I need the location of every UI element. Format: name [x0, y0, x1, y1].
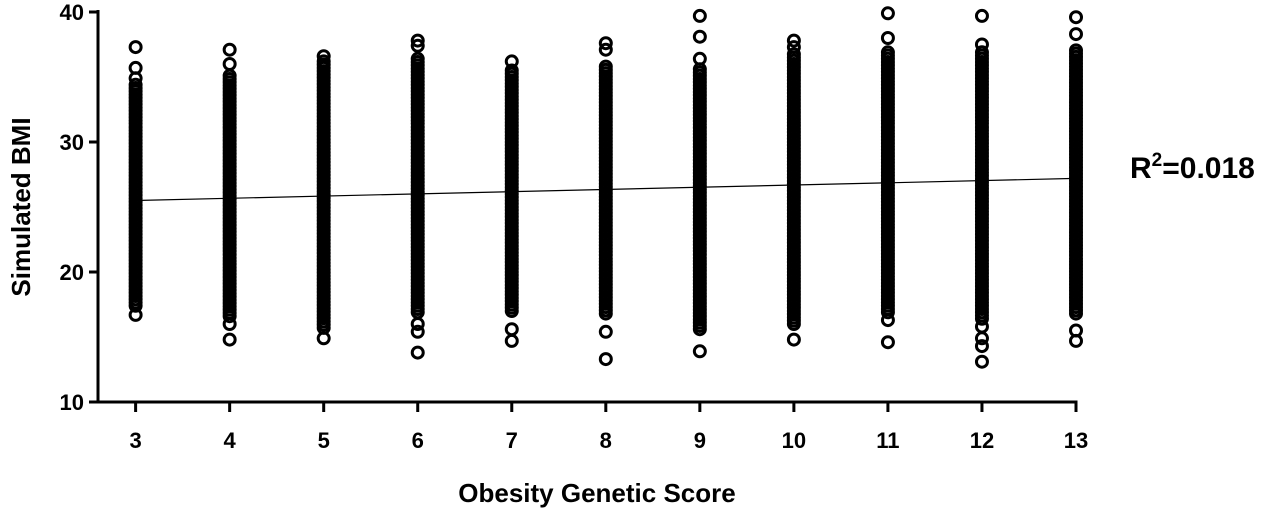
x-tick-label: 3 [129, 428, 141, 453]
data-point [598, 59, 613, 74]
data-point-outlier [598, 352, 613, 367]
data-point-outlier [786, 40, 801, 55]
x-tick-label: 13 [1064, 428, 1088, 453]
data-point-outlier [974, 354, 989, 369]
data-point-outlier [692, 344, 707, 359]
x-tick-label: 7 [506, 428, 518, 453]
data-point-outlier [692, 51, 707, 66]
y-tick-label: 30 [60, 130, 84, 155]
data-point-outlier [222, 317, 237, 331]
data-point-outlier [504, 322, 519, 337]
data-point-outlier [974, 8, 989, 23]
data-point-outlier [410, 345, 425, 360]
x-tick-label: 9 [694, 428, 706, 453]
x-axis-ticks: 3 4 5 6 7 8 9 10 11 12 13 [129, 402, 1088, 453]
data-point-outlier [974, 331, 989, 346]
data-point-outlier [786, 332, 801, 347]
x-tick-label: 6 [412, 428, 424, 453]
data-point-outlier [316, 49, 331, 64]
data-point-outlier [1069, 10, 1083, 25]
r-squared-superscript: 2 [1152, 150, 1163, 171]
r-squared-value: =0.018 [1162, 152, 1255, 185]
data-point-outlier [786, 33, 801, 48]
axes: 10 20 30 40 3 4 5 6 7 8 9 10 11 12 13 [60, 0, 1089, 453]
data-point-outlier [410, 317, 425, 331]
data-point-outlier [974, 339, 989, 354]
data-point-outlier [128, 71, 143, 86]
y-tick-label: 10 [60, 390, 84, 415]
r-squared-annotation: R2=0.018 [1130, 150, 1255, 185]
data-point [128, 77, 143, 92]
x-tick-label: 5 [318, 428, 330, 453]
x-tick-label: 12 [970, 428, 994, 453]
data-point-outlier [598, 36, 613, 51]
data-point [786, 47, 801, 62]
data-point-outlier [128, 307, 143, 322]
r-squared-base: R [1130, 152, 1152, 185]
data-point-outlier [974, 319, 989, 334]
data-point-outlier [504, 54, 519, 69]
data-point-outlier [880, 6, 895, 21]
data-point-outlier [410, 38, 425, 53]
data-point-outlier [410, 324, 425, 339]
y-tick-label: 20 [60, 260, 84, 285]
data-point-outlier [880, 313, 895, 328]
data-point-outlier [222, 332, 237, 347]
data-point-outlier [316, 331, 331, 346]
data-point [974, 45, 989, 60]
data-point-outlier [410, 33, 425, 48]
data-point-outlier [692, 8, 707, 23]
data-point-outlier [880, 335, 895, 350]
data-point [1069, 43, 1083, 58]
regression-line [135, 177, 1077, 202]
data-point-outlier [222, 42, 237, 57]
x-tick-label: 8 [600, 428, 612, 453]
data-point-outlier [880, 31, 895, 45]
data-point-outlier [692, 29, 707, 44]
x-tick-label: 11 [876, 428, 899, 453]
y-tick-label: 40 [60, 0, 84, 25]
data-point-outlier [598, 42, 613, 57]
data-point [880, 45, 895, 60]
x-tick-label: 4 [224, 428, 237, 453]
scatter-points [128, 6, 1083, 369]
data-point [504, 63, 519, 78]
y-axis-title: Simulated BMI [6, 117, 36, 296]
x-axis-title: Obesity Genetic Score [458, 478, 735, 508]
x-tick-label: 10 [782, 428, 806, 453]
data-point-outlier [1069, 27, 1083, 42]
data-point-outlier [128, 40, 143, 55]
data-point-outlier [598, 324, 613, 339]
data-point-outlier [1069, 333, 1083, 348]
data-point-outlier [974, 37, 989, 52]
data-point-outlier [504, 333, 519, 348]
data-point [410, 51, 425, 66]
data-point-outlier [222, 57, 237, 71]
data-point [316, 54, 331, 69]
y-axis-ticks: 10 20 30 40 [60, 0, 98, 415]
